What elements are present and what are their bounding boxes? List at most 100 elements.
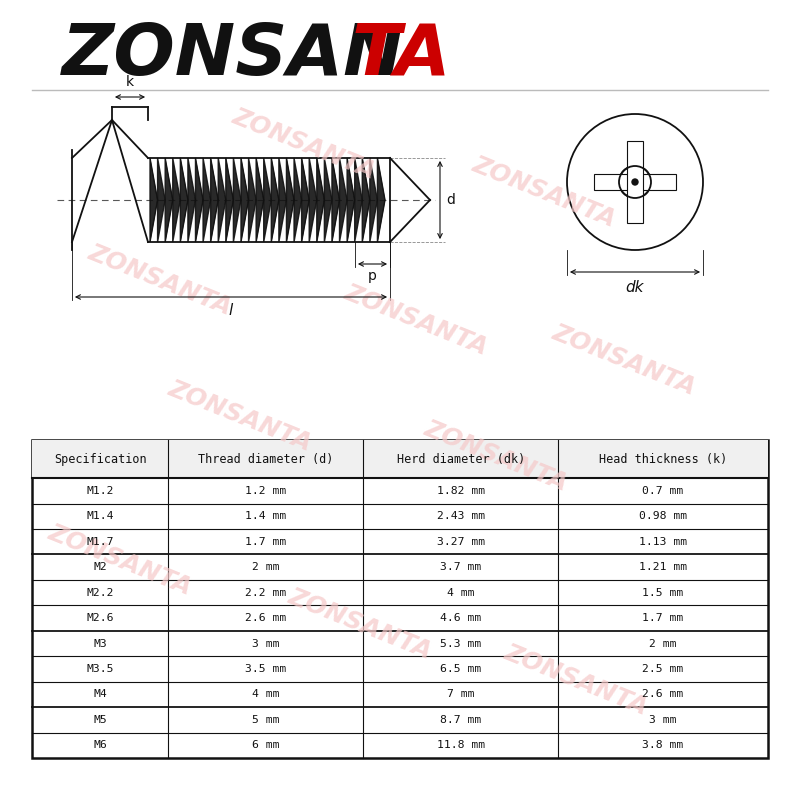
Polygon shape [347, 158, 354, 242]
Text: 2.2 mm: 2.2 mm [245, 588, 286, 598]
Text: 3.7 mm: 3.7 mm [440, 562, 482, 572]
Polygon shape [188, 158, 195, 242]
Text: ZONSANTA: ZONSANTA [85, 240, 235, 320]
Text: 6.5 mm: 6.5 mm [440, 664, 482, 674]
Text: M5: M5 [94, 715, 107, 725]
Text: M3: M3 [94, 638, 107, 649]
Text: M2.2: M2.2 [86, 588, 114, 598]
Text: ZONSANTA: ZONSANTA [501, 640, 651, 720]
Text: Specification: Specification [54, 453, 146, 466]
Text: 2.6 mm: 2.6 mm [642, 690, 684, 699]
Polygon shape [165, 158, 173, 242]
Polygon shape [210, 158, 218, 242]
Text: 1.82 mm: 1.82 mm [437, 486, 485, 496]
Text: d: d [446, 193, 455, 207]
Text: 2.6 mm: 2.6 mm [245, 613, 286, 623]
Text: dk: dk [626, 280, 644, 295]
Polygon shape [173, 158, 180, 242]
Bar [32, 440, 768, 758]
Text: 2 mm: 2 mm [650, 638, 677, 649]
Text: k: k [126, 75, 134, 89]
Text: 1.2 mm: 1.2 mm [245, 486, 286, 496]
Polygon shape [249, 158, 256, 242]
Text: 0.98 mm: 0.98 mm [639, 511, 687, 522]
Polygon shape [370, 158, 378, 242]
Polygon shape [286, 158, 294, 242]
Text: 1.5 mm: 1.5 mm [642, 588, 684, 598]
Polygon shape [317, 158, 324, 242]
Text: ZONSANTA: ZONSANTA [549, 320, 699, 400]
Text: 6 mm: 6 mm [252, 740, 279, 750]
Text: Thread diameter (d): Thread diameter (d) [198, 453, 334, 466]
Text: 2.5 mm: 2.5 mm [642, 664, 684, 674]
Text: 1.4 mm: 1.4 mm [245, 511, 286, 522]
Text: 7 mm: 7 mm [447, 690, 474, 699]
Polygon shape [302, 158, 309, 242]
Text: 11.8 mm: 11.8 mm [437, 740, 485, 750]
Text: ZONSANTA: ZONSANTA [229, 104, 379, 184]
Text: M2.6: M2.6 [86, 613, 114, 623]
Text: 8.7 mm: 8.7 mm [440, 715, 482, 725]
Polygon shape [158, 158, 165, 242]
Text: 3 mm: 3 mm [252, 638, 279, 649]
Text: 4 mm: 4 mm [252, 690, 279, 699]
Polygon shape [226, 158, 234, 242]
Polygon shape [378, 158, 385, 242]
Text: M6: M6 [94, 740, 107, 750]
Polygon shape [324, 158, 332, 242]
Polygon shape [234, 158, 241, 242]
Text: 1.13 mm: 1.13 mm [639, 537, 687, 546]
Bar [32, 440, 768, 478]
Text: Head thickness (k): Head thickness (k) [599, 453, 727, 466]
Text: 3.5 mm: 3.5 mm [245, 664, 286, 674]
Text: M1.4: M1.4 [86, 511, 114, 522]
Text: 1.7 mm: 1.7 mm [245, 537, 286, 546]
Text: 2 mm: 2 mm [252, 562, 279, 572]
Text: M4: M4 [94, 690, 107, 699]
Text: ZONSANTA: ZONSANTA [45, 520, 195, 600]
Text: ZONSANTA: ZONSANTA [285, 584, 435, 664]
Text: 3.27 mm: 3.27 mm [437, 537, 485, 546]
Text: ZONSANTA: ZONSANTA [469, 152, 619, 232]
Text: 3.8 mm: 3.8 mm [642, 740, 684, 750]
Text: 2.43 mm: 2.43 mm [437, 511, 485, 522]
Polygon shape [180, 158, 188, 242]
Polygon shape [203, 158, 210, 242]
Text: ZONSANTA: ZONSANTA [341, 280, 491, 360]
Polygon shape [354, 158, 362, 242]
Polygon shape [241, 158, 249, 242]
Text: 5 mm: 5 mm [252, 715, 279, 725]
Polygon shape [256, 158, 264, 242]
Polygon shape [195, 158, 203, 242]
Text: ZONSANTA: ZONSANTA [421, 416, 571, 496]
Text: Herd diameter (dk): Herd diameter (dk) [397, 453, 525, 466]
Text: 1.7 mm: 1.7 mm [642, 613, 684, 623]
Text: p: p [368, 269, 377, 283]
Text: 5.3 mm: 5.3 mm [440, 638, 482, 649]
Bar [594, 174, 676, 190]
Text: 4 mm: 4 mm [447, 588, 474, 598]
Polygon shape [271, 158, 279, 242]
Polygon shape [332, 158, 339, 242]
Text: 1.21 mm: 1.21 mm [639, 562, 687, 572]
Text: TA: TA [352, 21, 451, 90]
Text: M1.7: M1.7 [86, 537, 114, 546]
Bar [627, 141, 643, 222]
Text: M2: M2 [94, 562, 107, 572]
Polygon shape [264, 158, 271, 242]
Text: M1.2: M1.2 [86, 486, 114, 496]
Text: 0.7 mm: 0.7 mm [642, 486, 684, 496]
Text: 3 mm: 3 mm [650, 715, 677, 725]
Circle shape [632, 179, 638, 185]
Polygon shape [309, 158, 317, 242]
Text: l: l [229, 303, 233, 318]
Polygon shape [150, 158, 158, 242]
Polygon shape [294, 158, 302, 242]
Text: ZONSANTA: ZONSANTA [165, 376, 315, 456]
Polygon shape [279, 158, 286, 242]
Polygon shape [339, 158, 347, 242]
Text: 4.6 mm: 4.6 mm [440, 613, 482, 623]
Polygon shape [362, 158, 370, 242]
Text: ZONSAN: ZONSAN [62, 21, 405, 90]
Polygon shape [218, 158, 226, 242]
